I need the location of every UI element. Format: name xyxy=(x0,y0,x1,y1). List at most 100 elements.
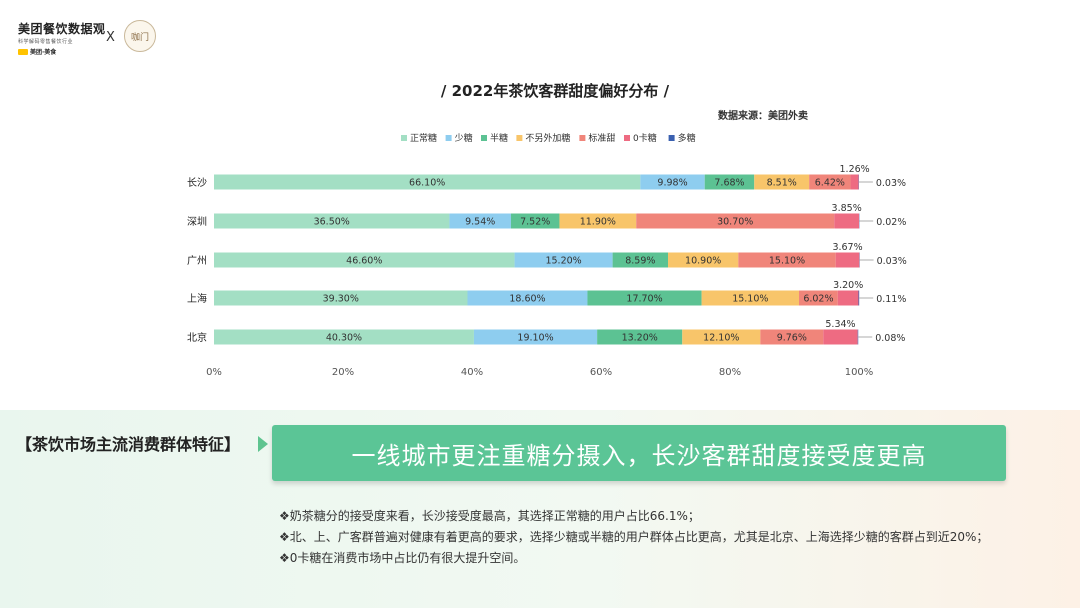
category-label: 北京 xyxy=(187,331,207,344)
legend-label: 0卡糖 xyxy=(633,132,657,144)
bar-segment xyxy=(612,252,669,268)
partner-logo-text: 咖门 xyxy=(130,32,149,43)
legend-label: 正常糖 xyxy=(410,132,437,144)
bar-segment xyxy=(640,174,705,190)
bar-segment xyxy=(214,252,515,268)
bar-segment xyxy=(823,329,858,345)
x-tick-label: 60% xyxy=(590,367,612,378)
x-tick-label: 80% xyxy=(719,367,741,378)
x-tick-label: 40% xyxy=(461,367,483,378)
bar-segment xyxy=(514,252,613,268)
data-label: 8.59% xyxy=(625,256,655,267)
bar-segment xyxy=(850,174,859,190)
meituan-badge-icon xyxy=(18,48,28,55)
legend-swatch xyxy=(668,135,675,141)
bar-segment xyxy=(857,329,859,345)
logo-separator: X xyxy=(106,30,115,45)
logo-brand: 美团·美食 xyxy=(18,47,106,56)
bullet-item: ❖奶茶糖分的接受度来看，长沙接受度最高，其选择正常糖的用户占比66.1%； xyxy=(279,509,700,523)
data-label: 1.26% xyxy=(840,164,870,175)
bar-segment xyxy=(754,174,810,190)
data-label: 6.42% xyxy=(815,178,845,189)
section-label: 【茶饮市场主流消费群体特征】 xyxy=(16,435,241,454)
bar-segment xyxy=(835,252,860,268)
bar-segment xyxy=(214,174,641,190)
data-label: 9.54% xyxy=(465,217,495,228)
bar-segment xyxy=(559,213,637,229)
bar-segment xyxy=(760,329,824,345)
bar-segment xyxy=(449,213,511,229)
bar-segment xyxy=(738,252,836,268)
x-tick-label: 20% xyxy=(332,367,354,378)
data-label: 7.52% xyxy=(520,217,550,228)
bar-segment xyxy=(809,174,851,190)
legend-swatch xyxy=(579,135,586,141)
legend-label: 标准甜 xyxy=(588,132,615,144)
bar-segment xyxy=(214,213,450,229)
partner-logo: 咖门 xyxy=(124,20,156,52)
data-label: 19.10% xyxy=(517,333,553,344)
bar-segment xyxy=(636,213,835,229)
chart-title: / 2022年茶饮客群甜度偏好分布 / xyxy=(440,82,670,100)
data-label: 3.85% xyxy=(832,203,862,214)
legend-label: 多糖 xyxy=(678,132,696,144)
bar-segment xyxy=(834,213,860,229)
data-label: 39.30% xyxy=(323,294,359,305)
bar-segment xyxy=(668,252,739,268)
x-tick-label: 100% xyxy=(845,367,874,378)
data-label: 15.20% xyxy=(545,256,581,267)
bullet-item: ❖北、上、广客群普遍对健康有着更高的要求，选择少糖或半糖的用户群体占比更高，尤其… xyxy=(279,530,989,544)
category-label: 长沙 xyxy=(187,177,207,189)
data-label: 17.70% xyxy=(626,294,662,305)
data-label: 12.10% xyxy=(703,333,739,344)
x-tick-label: 0% xyxy=(206,367,222,378)
legend-swatch xyxy=(445,135,452,141)
category-label: 广州 xyxy=(187,255,207,267)
logo-brand-text: 美团·美食 xyxy=(30,49,57,56)
data-label: 0.03% xyxy=(876,178,906,189)
bar-segment xyxy=(214,329,474,345)
bar-segment xyxy=(858,290,860,306)
legend-label: 不另外加糖 xyxy=(525,132,570,144)
legend-label: 少糖 xyxy=(455,132,473,144)
data-label: 3.67% xyxy=(832,242,862,253)
bar-segment xyxy=(837,290,859,306)
bar-segment xyxy=(587,290,702,306)
legend-swatch xyxy=(516,135,523,141)
logo-title: 美团餐饮数据观 xyxy=(18,22,106,36)
bar-segment xyxy=(682,329,761,345)
brand-logo: 美团餐饮数据观 科学解码零售餐饮行业 美团·美食 xyxy=(18,20,106,56)
legend-swatch xyxy=(624,135,630,141)
data-label: 8.51% xyxy=(767,178,797,189)
data-label: 3.20% xyxy=(833,280,863,291)
data-label: 0.08% xyxy=(875,333,905,344)
data-label: 30.70% xyxy=(717,217,753,228)
data-label: 15.10% xyxy=(769,256,805,267)
bar-segment xyxy=(473,329,598,345)
data-source: 数据来源：美团外卖 xyxy=(718,111,808,122)
data-label: 13.20% xyxy=(622,333,658,344)
bar-segment xyxy=(704,174,755,190)
legend-swatch xyxy=(481,135,487,141)
legend-swatch xyxy=(401,135,407,141)
data-label: 10.90% xyxy=(685,256,721,267)
bullet-item: ❖0卡糖在消费市场中占比仍有很大提升空间。 xyxy=(279,551,526,565)
legend-label: 半糖 xyxy=(490,132,508,144)
category-label: 上海 xyxy=(187,292,207,305)
data-label: 15.10% xyxy=(732,294,768,305)
category-label: 深圳 xyxy=(187,216,207,228)
data-label: 18.60% xyxy=(509,294,545,305)
bullet-list: ❖奶茶糖分的接受度来看，长沙接受度最高，其选择正常糖的用户占比66.1%； ❖北… xyxy=(279,506,1019,569)
headline-text: 一线城市更注重糖分摄入，长沙客群甜度接受度更高 xyxy=(351,441,927,470)
data-label: 46.60% xyxy=(346,256,382,267)
data-label: 66.10% xyxy=(409,178,445,189)
data-label: 5.34% xyxy=(825,319,855,330)
bar-segment xyxy=(701,290,800,306)
data-label: 0.11% xyxy=(876,294,906,305)
data-label: 6.02% xyxy=(803,294,833,305)
bar-segment xyxy=(467,290,588,306)
headline-banner: 一线城市更注重糖分摄入，长沙客群甜度接受度更高 xyxy=(272,425,1006,481)
bar-segment xyxy=(214,290,468,306)
arrow-right-icon xyxy=(258,436,268,452)
data-label: 36.50% xyxy=(314,217,350,228)
